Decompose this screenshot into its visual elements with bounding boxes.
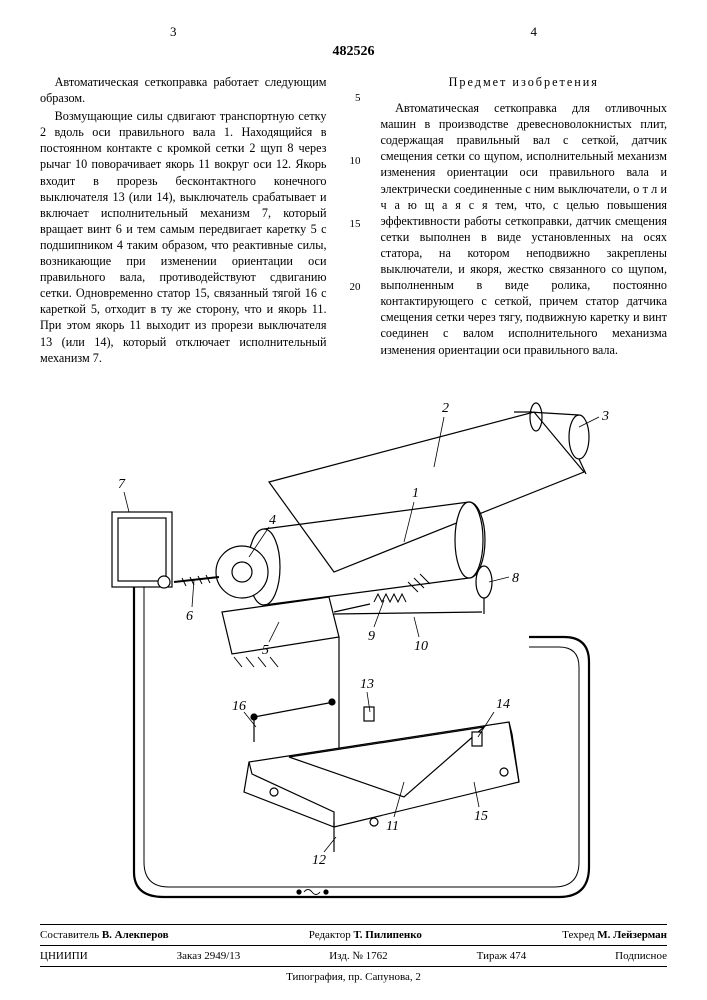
text-columns: Автоматическая сеткоправка работает след… xyxy=(40,74,667,368)
tech-editor: Техред М. Лейзерман xyxy=(562,929,667,941)
line-num: 15 xyxy=(347,217,361,280)
line-num: 10 xyxy=(347,154,361,217)
fig-label-4: 4 xyxy=(269,513,276,528)
page-num-left: 3 xyxy=(170,24,177,40)
editor: Редактор Т. Пилипенко xyxy=(309,929,422,941)
fig-label-14: 14 xyxy=(496,697,510,712)
fig-label-7: 7 xyxy=(118,477,126,492)
fig-label-12: 12 xyxy=(312,853,326,868)
left-column: Автоматическая сеткоправка работает след… xyxy=(40,74,327,368)
line-num: 5 xyxy=(347,91,361,154)
fig-label-13: 13 xyxy=(360,677,374,692)
left-p2: Возмущающие силы сдвигают транспортную с… xyxy=(40,108,327,366)
footer-org: ЦНИИПИ xyxy=(40,950,88,962)
patent-number: 482526 xyxy=(40,44,667,60)
footer-order: Заказ 2949/13 xyxy=(177,950,241,962)
fig-label-5: 5 xyxy=(262,643,269,658)
fig-label-9: 9 xyxy=(368,629,375,644)
fig-label-1: 1 xyxy=(412,486,419,501)
fig-label-15: 15 xyxy=(474,809,488,824)
compiler: Составитель В. Алекперов xyxy=(40,929,169,941)
left-p1: Автоматическая сеткоправка работает след… xyxy=(40,74,327,106)
fig-label-11: 11 xyxy=(386,819,399,834)
footer-sub: Подписное xyxy=(615,950,667,962)
fig-label-3: 3 xyxy=(601,409,609,424)
line-number-gutter: 5 10 15 20 xyxy=(347,74,361,368)
fig-label-16: 16 xyxy=(232,699,246,714)
right-p1: Автоматическая сеткоправка для отливочны… xyxy=(381,100,668,358)
right-column: Предмет изобретения Автоматическая сетко… xyxy=(381,74,668,368)
claims-heading: Предмет изобретения xyxy=(381,74,668,90)
line-num: 20 xyxy=(347,280,361,343)
page-num-right: 4 xyxy=(531,24,538,40)
fig-label-2: 2 xyxy=(442,401,449,416)
footer-circ: Тираж 474 xyxy=(477,950,527,962)
footer-issue: Изд. № 1762 xyxy=(329,950,387,962)
fig-label-8: 8 xyxy=(512,571,519,586)
figure: 1 2 3 4 5 6 7 8 9 10 11 12 13 14 15 16 xyxy=(40,382,667,912)
footer: Составитель В. Алекперов Редактор Т. Пил… xyxy=(40,924,667,983)
figure-svg: 1 2 3 4 5 6 7 8 9 10 11 12 13 14 15 16 xyxy=(74,382,634,912)
fig-label-10: 10 xyxy=(414,639,428,654)
fig-label-6: 6 xyxy=(186,609,193,624)
footer-typography: Типография, пр. Сапунова, 2 xyxy=(40,971,667,983)
